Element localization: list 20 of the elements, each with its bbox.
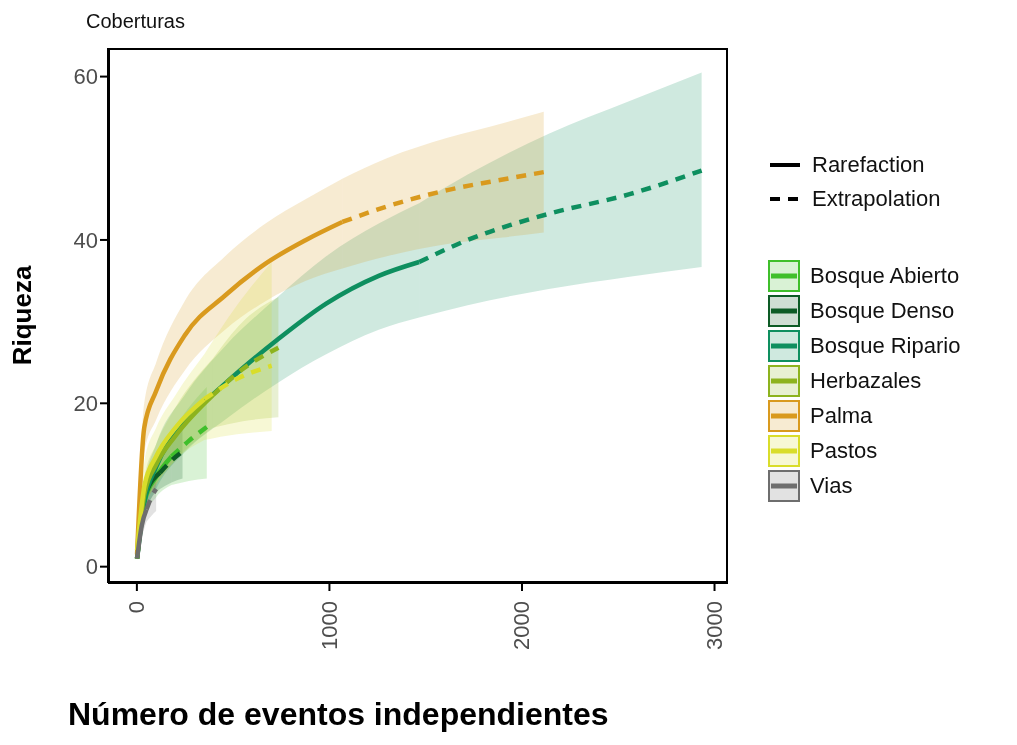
legend-label: Bosque Denso [810,297,955,324]
y-axis-title: Riqueza [7,265,38,366]
legend-title: Coberturas [86,10,185,33]
x-tick-label: 3000 [702,601,728,650]
legend-label: Bosque Abierto [810,262,960,289]
legend-label: Palma [810,402,873,429]
y-tick-label: 60 [73,64,98,90]
x-tick-label: 0 [124,601,150,614]
legend-label: Herbazales [810,367,922,394]
y-tick-label: 20 [73,391,98,417]
text: Rarefaction [812,152,925,178]
y-tick-label: 0 [85,554,98,580]
legend-label: Bosque Ripario [810,332,961,359]
y-tick-label: 40 [73,227,98,253]
legend-label: Vias [810,472,853,499]
text: Extrapolation [812,186,941,212]
x-axis-title: Número de eventos independientes [68,696,609,733]
x-tick-label: 1000 [316,601,342,650]
legend-label: Pastos [810,437,878,464]
x-tick-label: 2000 [509,601,535,650]
